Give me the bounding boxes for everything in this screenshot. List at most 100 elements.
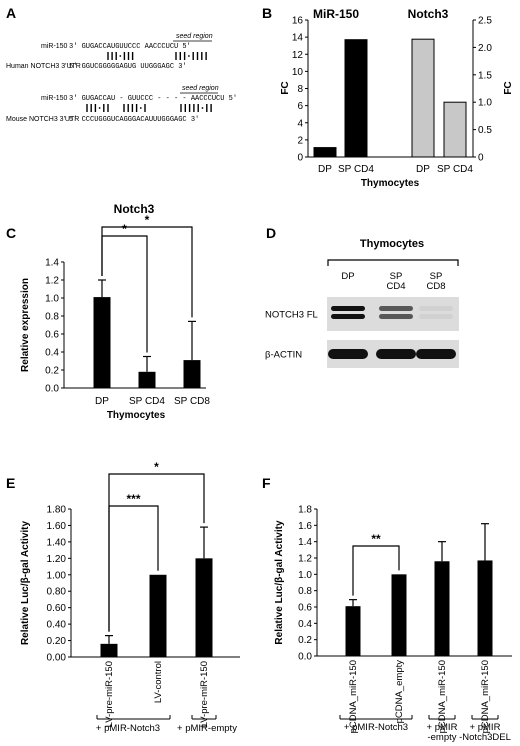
bar-0 [93, 297, 111, 388]
pair-bar [123, 104, 125, 112]
blot-row-label: NOTCH3 FL [265, 310, 318, 321]
panel-d-western-blot: Thymocytes DP SP CD4 SP CD8 NOTCH3 FL β-ACTIN [265, 238, 459, 368]
x-axis-title: Thymocytes [361, 178, 420, 189]
bar-3 [477, 560, 493, 656]
right-tick-label: 2.0 [478, 43, 492, 54]
group-label-0: + pMIR-Notch3 [96, 723, 160, 734]
pair-bar [197, 104, 199, 112]
y-tick-label: 0.4 [45, 348, 59, 359]
human-utr-label: Human NOTCH3 3'UTR [6, 63, 81, 70]
pair-bar [184, 104, 186, 112]
significance-bracket-1 [101, 226, 193, 318]
x-tick-label: pCDNA_empty [394, 660, 405, 724]
y-tick-label: 0.6 [45, 330, 59, 341]
panel-letter-a: A [6, 5, 16, 21]
blot-band [419, 306, 453, 311]
panel-f-chart: 0.0 0.2 0.4 0.6 0.8 1.0 1.2 1.4 1.6 1.8 Relative L… [274, 505, 512, 743]
group-title-notch3: Notch3 [408, 7, 449, 21]
pair-bar [111, 52, 113, 60]
pair-bar [135, 104, 138, 112]
x-tick-label: LV-pre-miR-150 [104, 661, 115, 727]
blot-band [331, 314, 365, 319]
panel-letters: A B C D E F [6, 5, 276, 491]
x-tick-label: LV-pre-miR-150 [199, 661, 210, 727]
y-tick-label: 0.00 [47, 653, 67, 664]
y-tick-label: 1.20 [47, 554, 67, 565]
human-pairing-marks [107, 52, 207, 60]
y-tick-label: 1.8 [298, 505, 312, 516]
right-tick-label: 1.0 [478, 98, 492, 109]
group-label-0: + pMIR-Notch3 [344, 722, 408, 733]
pair-bar [180, 104, 182, 112]
x-tick-label: LV-control [153, 661, 164, 703]
mouse-utr-label: Mouse NOTCH3 3'UTR [6, 116, 79, 123]
pair-dot [188, 55, 190, 57]
left-tick-label: 12 [292, 50, 304, 61]
x-tick-label: pCDNA_miR-150 [480, 660, 491, 733]
human-seed-label: seed region [176, 33, 213, 40]
group-label-2: + pMIR -Notch3DEL [459, 722, 511, 743]
left-tick-label: 8 [297, 84, 303, 95]
x-tick-label: pCDNA_miR-150 [437, 660, 448, 733]
x-tick-label: DP [416, 164, 430, 175]
significance-bracket-0 [352, 545, 400, 596]
lane-label: DP [341, 271, 354, 282]
group-title-mir150: MiR-150 [313, 7, 359, 21]
significance-label-1: * [154, 460, 159, 474]
pair-dot [139, 107, 142, 109]
pair-dot [98, 107, 101, 109]
significance-label-0: * [122, 222, 127, 236]
left-tick-label: 4 [297, 118, 303, 129]
x-tick-label: pCDNA_miR-150 [348, 660, 359, 733]
left-tick-label: 0 [297, 153, 303, 164]
pair-bar [205, 52, 207, 60]
pair-bar [183, 52, 186, 60]
y-tick-label: 1.6 [298, 521, 312, 532]
y-axis-title: Relative expression [20, 278, 31, 372]
panel-letter-e: E [6, 475, 15, 491]
left-tick-label: 16 [292, 16, 304, 27]
significance-bracket-1 [108, 473, 205, 632]
blot-band [376, 349, 416, 359]
left-tick-label: 2 [297, 135, 303, 146]
pair-bar [175, 52, 177, 60]
significance-label-0: *** [126, 492, 140, 506]
bar-mir150-0 [313, 147, 337, 158]
pair-bar [144, 104, 146, 112]
pair-bar [107, 104, 109, 112]
y-tick-label: 1.2 [298, 554, 312, 565]
x-tick-label: SP CD4 [129, 396, 165, 407]
human-mir-label: miR-150 [41, 43, 68, 50]
significance-label-1: * [145, 213, 150, 227]
significance-label-0: ** [371, 532, 381, 546]
blot-band [379, 306, 413, 311]
y-axis-title: Relative Luc/β-gal Activity [20, 521, 31, 646]
blot-band [331, 306, 365, 311]
y-tick-label: 1.2 [45, 276, 59, 287]
pair-bar [193, 104, 195, 112]
lane-bracket [327, 259, 459, 266]
panel-c-chart: 0.0 0.2 0.4 0.6 0.8 1.0 1.2 1.4 Relative express… [20, 202, 210, 421]
bar-0 [100, 643, 118, 657]
mouse-utr-seq: 5' CCCUGGGUCAGGGACAUUUGGGAGC 3' [69, 116, 199, 124]
blot-band [419, 314, 453, 319]
pair-bar [127, 52, 130, 60]
panel-letter-f: F [262, 475, 271, 491]
bar-2 [195, 558, 213, 657]
left-tick-label: 6 [297, 101, 303, 112]
left-tick-label: 14 [292, 33, 304, 44]
pair-bar [210, 104, 212, 112]
blot-row-label: β-ACTIN [265, 350, 302, 361]
bar-mir150-1 [344, 39, 368, 158]
pair-bar [131, 104, 134, 112]
y-tick-label: 1.00 [47, 570, 67, 581]
bar-2 [183, 360, 201, 388]
left-axis-title: FC [280, 81, 291, 94]
bar-2 [434, 561, 450, 656]
pair-bar [94, 104, 97, 112]
chart-title: Notch3 [114, 202, 155, 216]
y-tick-label: 0.6 [298, 603, 312, 614]
left-tick-label: 10 [292, 67, 304, 78]
lane-label: SP CD8 [426, 271, 445, 292]
